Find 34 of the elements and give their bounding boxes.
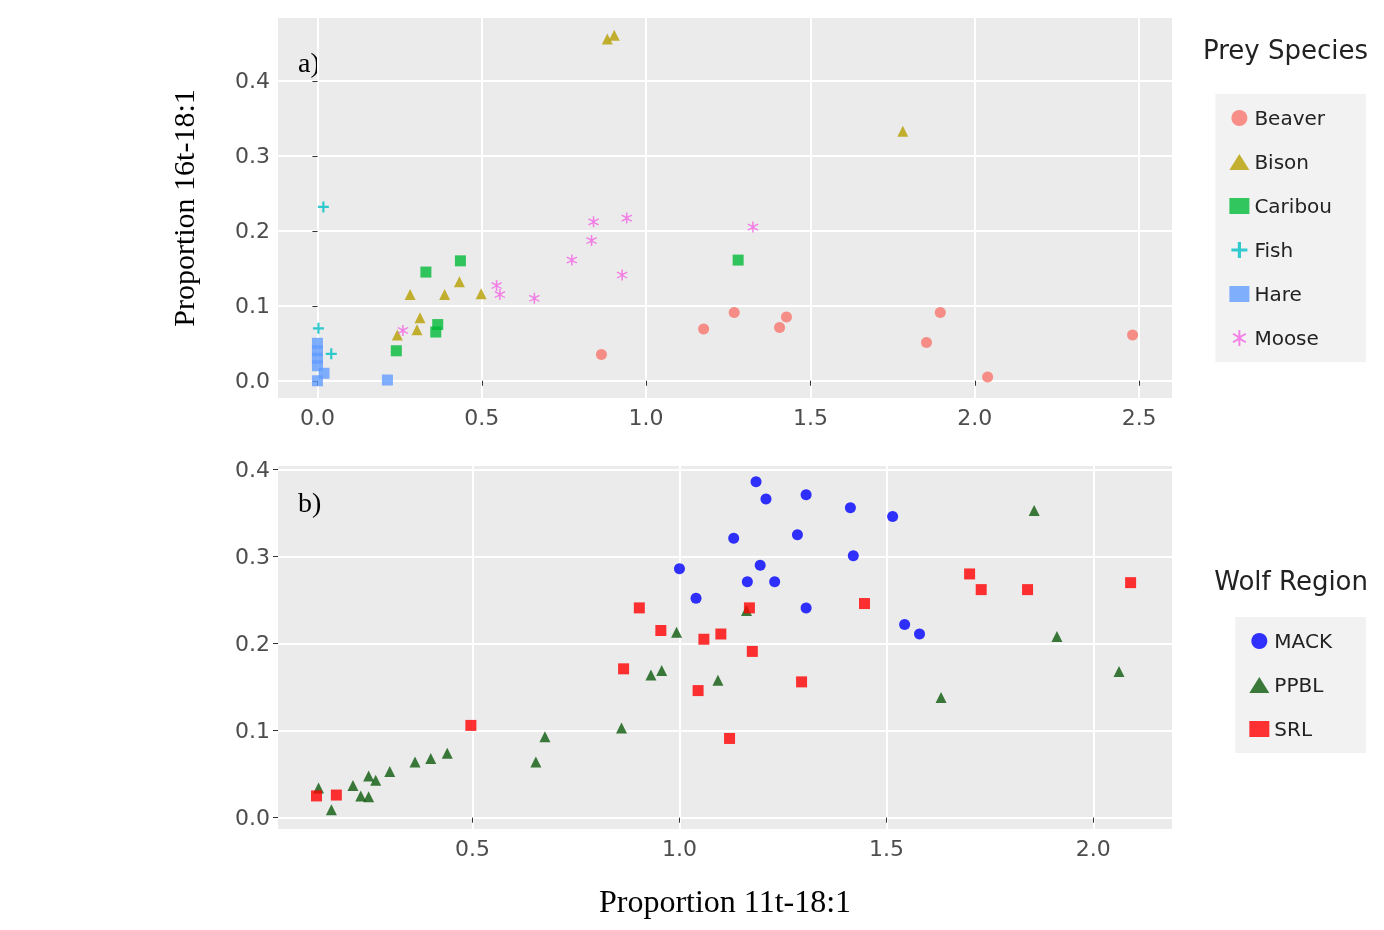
- legend-label: Caribou: [1254, 194, 1332, 218]
- x-tick-label: 0.5: [464, 404, 500, 430]
- legend-label: Beaver: [1254, 106, 1326, 130]
- x-axis-title: Proportion 11t-18:1: [598, 883, 852, 919]
- x-tick-label: 1.0: [661, 835, 697, 861]
- legend-label: Hare: [1254, 282, 1302, 306]
- y-axis-title: Proportion 16t-18:1: [166, 89, 200, 327]
- legend-title: Prey Species: [1202, 35, 1369, 65]
- legend-label: SRL: [1274, 717, 1313, 741]
- legend-label: Moose: [1254, 326, 1319, 350]
- y-tick-label: 0.1: [235, 718, 270, 744]
- x-tick-label: 2.0: [1075, 835, 1111, 861]
- y-tick-label: 0.0: [235, 368, 270, 394]
- y-tick-label: 0.2: [235, 218, 270, 244]
- annotation: b): [298, 486, 322, 518]
- legend-title: Wolf Region: [1214, 565, 1369, 596]
- y-tick-label: 0.4: [235, 456, 270, 482]
- y-tick-label: 0.0: [235, 805, 270, 831]
- y-tick-label: 0.3: [235, 544, 270, 570]
- x-tick-label: 0.5: [455, 835, 491, 861]
- x-tick-label: 2.5: [1121, 404, 1157, 430]
- x-tick-label: 1.0: [628, 404, 664, 430]
- y-tick-label: 0.2: [235, 631, 270, 657]
- legend-label: Bison: [1254, 150, 1309, 174]
- x-tick-label: 2.0: [957, 404, 993, 430]
- legend-label: PPBL: [1274, 673, 1325, 697]
- y-tick-label: 0.3: [235, 143, 270, 169]
- x-tick-label: 1.5: [868, 835, 904, 861]
- legend-label: MACK: [1274, 629, 1333, 653]
- y-tick-label: 0.4: [235, 68, 270, 94]
- x-tick-label: 1.5: [792, 404, 828, 430]
- y-tick-label: 0.1: [235, 293, 270, 319]
- legend-label: Fish: [1254, 238, 1294, 262]
- x-tick-label: 0.0: [299, 404, 335, 430]
